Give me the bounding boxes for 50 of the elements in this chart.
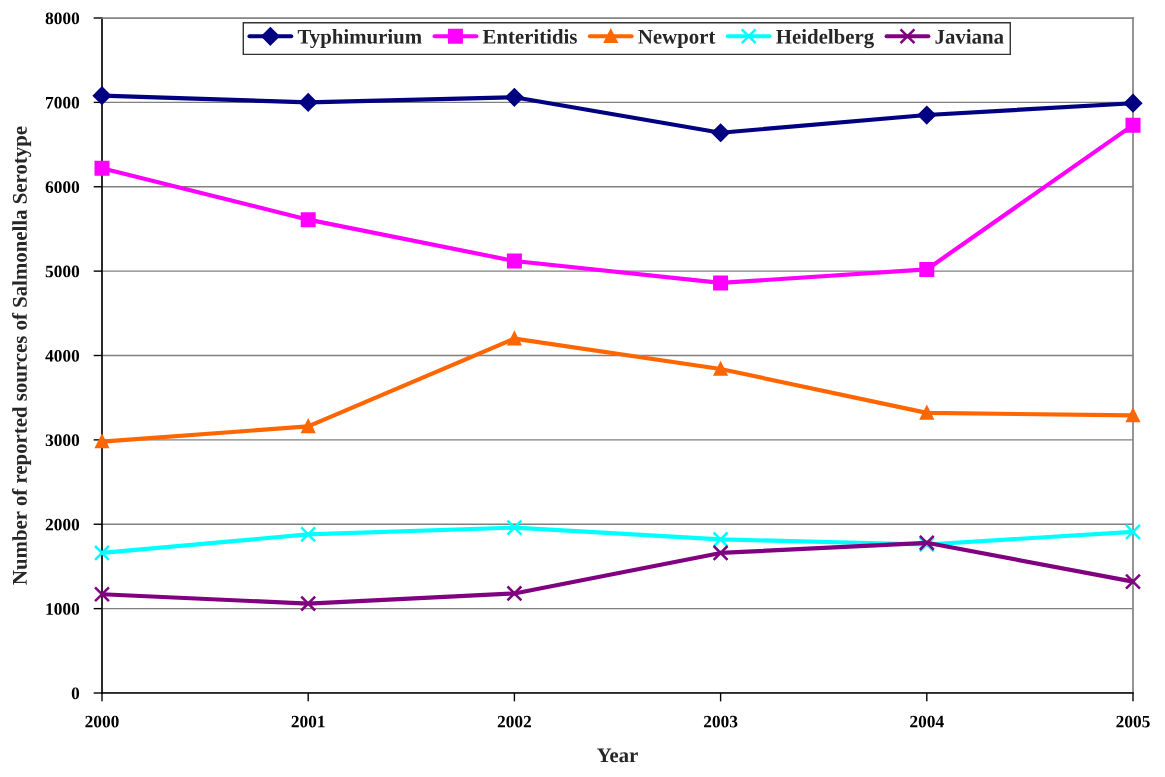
point — [1126, 408, 1140, 423]
point — [301, 419, 316, 434]
x-tick-label: 2001 — [291, 715, 325, 728]
x-tick-label: 2004 — [910, 715, 944, 728]
y-tick-label: 8000 — [45, 12, 80, 25]
point — [95, 434, 109, 449]
point — [1124, 573, 1142, 590]
point — [917, 105, 936, 125]
x-tick-label: 2005 — [1116, 715, 1150, 728]
legend-label: Newport — [638, 29, 716, 48]
x-axis-title: Year — [597, 748, 638, 763]
legend-label: Enteritidis — [482, 29, 577, 44]
point — [506, 519, 523, 536]
y-tick-label: 4000 — [45, 349, 80, 362]
point — [93, 544, 111, 562]
legend-label: Heidelberg — [776, 29, 874, 49]
y-tick-label: 7000 — [46, 96, 80, 109]
point — [300, 526, 317, 543]
point — [299, 93, 318, 112]
point — [1123, 94, 1143, 113]
point — [712, 544, 729, 562]
legend-label: Javiana — [935, 29, 1004, 44]
y-tick-label: 5000 — [45, 265, 80, 278]
point — [713, 362, 728, 376]
point — [919, 261, 935, 277]
point — [92, 86, 112, 105]
point — [1124, 523, 1142, 541]
point — [506, 253, 522, 269]
y-tick-label: 3000 — [45, 434, 80, 447]
point — [300, 595, 317, 612]
point — [1125, 117, 1141, 133]
legend-label: Typhimurium — [297, 29, 422, 49]
point — [506, 585, 523, 602]
point — [507, 331, 522, 346]
x-tick-label: 2002 — [497, 715, 532, 728]
y-tick-label: 6000 — [45, 181, 80, 193]
point — [713, 275, 729, 291]
point — [505, 88, 524, 107]
y-tick-label: 2000 — [45, 518, 80, 531]
point — [919, 406, 934, 420]
x-tick-label: 2003 — [703, 715, 738, 728]
y-tick-label: 0 — [71, 687, 80, 700]
point — [93, 586, 111, 603]
point — [712, 531, 729, 548]
y-tick-label: 1000 — [46, 603, 80, 615]
point — [94, 160, 110, 176]
y-axis-title: Number of reported sources of Salmonella Serotype — [12, 126, 32, 585]
point — [711, 123, 730, 142]
point — [300, 212, 316, 228]
x-tick-label: 2000 — [85, 715, 119, 728]
